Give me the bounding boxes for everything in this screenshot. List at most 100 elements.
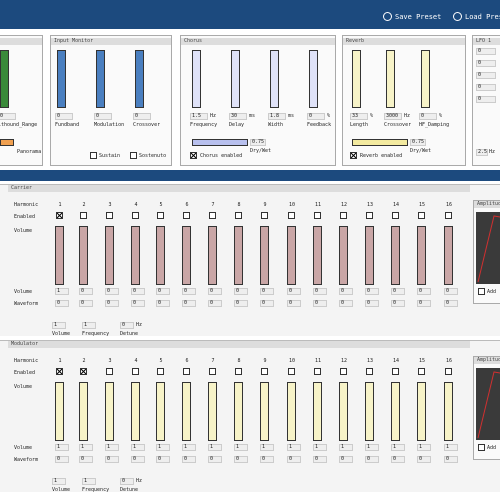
footer-field[interactable]: 0 xyxy=(120,478,134,485)
value-field[interactable]: 0 xyxy=(307,113,325,120)
waveform-field[interactable]: 0 xyxy=(287,456,301,463)
waveform-field[interactable]: 0 xyxy=(391,456,405,463)
enabled-box[interactable] xyxy=(366,212,373,219)
waveform-field[interactable]: 0 xyxy=(417,300,431,307)
toggle[interactable] xyxy=(190,152,197,159)
add-checkbox[interactable] xyxy=(478,288,485,295)
enabled-box[interactable] xyxy=(366,368,373,375)
enabled-box[interactable] xyxy=(209,368,216,375)
enabled-box[interactable] xyxy=(209,212,216,219)
volume-field[interactable]: 1 xyxy=(208,444,222,451)
enabled-box[interactable] xyxy=(235,212,242,219)
volume-field[interactable]: 0 xyxy=(234,288,248,295)
volume-field[interactable]: 1 xyxy=(55,444,69,451)
volume-slider[interactable] xyxy=(55,382,64,441)
value-field[interactable]: 1.8 xyxy=(268,113,286,120)
volume-slider[interactable] xyxy=(287,226,296,285)
enabled-box[interactable] xyxy=(56,212,63,219)
volume-slider[interactable] xyxy=(55,226,64,285)
volume-field[interactable]: 1 xyxy=(131,444,145,451)
volume-slider[interactable] xyxy=(234,382,243,441)
enabled-box[interactable] xyxy=(106,212,113,219)
slider[interactable] xyxy=(386,50,395,108)
volume-field[interactable]: 1 xyxy=(260,444,274,451)
waveform-field[interactable]: 0 xyxy=(339,300,353,307)
volume-slider[interactable] xyxy=(313,226,322,285)
volume-field[interactable]: 0 xyxy=(182,288,196,295)
volume-field[interactable]: 0 xyxy=(79,288,93,295)
value-field[interactable]: 3000 xyxy=(384,113,402,120)
waveform-field[interactable]: 0 xyxy=(79,300,93,307)
waveform-field[interactable]: 0 xyxy=(313,300,327,307)
waveform-field[interactable]: 0 xyxy=(417,456,431,463)
volume-slider[interactable] xyxy=(365,226,374,285)
slider[interactable] xyxy=(270,50,279,108)
enabled-box[interactable] xyxy=(106,368,113,375)
lfo-field[interactable]: 0 xyxy=(476,60,496,67)
volume-field[interactable]: 1 xyxy=(313,444,327,451)
slider[interactable] xyxy=(421,50,430,108)
enabled-box[interactable] xyxy=(183,212,190,219)
waveform-field[interactable]: 0 xyxy=(182,300,196,307)
volume-field[interactable]: 0 xyxy=(365,288,379,295)
value-field[interactable]: 0 xyxy=(55,113,73,120)
volume-field[interactable]: 1 xyxy=(55,288,69,295)
volume-field[interactable]: 1 xyxy=(182,444,196,451)
enabled-box[interactable] xyxy=(418,368,425,375)
enabled-box[interactable] xyxy=(340,368,347,375)
volume-slider[interactable] xyxy=(365,382,374,441)
add-label[interactable]: Add xyxy=(487,445,497,451)
volume-field[interactable]: 0 xyxy=(287,288,301,295)
volume-field[interactable]: 0 xyxy=(417,288,431,295)
lfo-field[interactable]: 0 xyxy=(476,48,496,55)
enabled-box[interactable] xyxy=(314,212,321,219)
pan-slider[interactable] xyxy=(0,139,14,146)
volume-field[interactable]: 1 xyxy=(234,444,248,451)
preset-button[interactable]: Save Preset xyxy=(395,13,442,21)
enabled-box[interactable] xyxy=(80,368,87,375)
waveform-field[interactable]: 0 xyxy=(131,456,145,463)
button-icon[interactable] xyxy=(383,12,392,21)
volume-field[interactable]: 0 xyxy=(131,288,145,295)
volume-slider[interactable] xyxy=(260,226,269,285)
waveform-field[interactable]: 0 xyxy=(208,300,222,307)
waveform-field[interactable]: 0 xyxy=(105,456,119,463)
footer-field[interactable]: 1 xyxy=(82,322,96,329)
waveform-field[interactable]: 0 xyxy=(260,300,274,307)
mix-value[interactable]: 0.75 xyxy=(410,139,426,146)
enabled-box[interactable] xyxy=(132,368,139,375)
volume-slider[interactable] xyxy=(182,382,191,441)
volume-slider[interactable] xyxy=(417,382,426,441)
volume-field[interactable]: 0 xyxy=(444,288,458,295)
waveform-field[interactable]: 0 xyxy=(260,456,274,463)
enabled-box[interactable] xyxy=(132,212,139,219)
checkbox[interactable] xyxy=(130,152,137,159)
volume-slider[interactable] xyxy=(260,382,269,441)
volume-slider[interactable] xyxy=(208,382,217,441)
enabled-box[interactable] xyxy=(418,212,425,219)
volume-slider[interactable] xyxy=(156,226,165,285)
mix-slider[interactable] xyxy=(192,139,248,146)
volume-field[interactable]: 0 xyxy=(208,288,222,295)
volume-field[interactable]: 0 xyxy=(156,288,170,295)
slider[interactable] xyxy=(0,50,9,108)
footer-field[interactable]: 1 xyxy=(52,322,66,329)
slider[interactable] xyxy=(192,50,201,108)
volume-slider[interactable] xyxy=(391,382,400,441)
value-field[interactable]: 33 xyxy=(350,113,368,120)
volume-field[interactable]: 1 xyxy=(444,444,458,451)
add-checkbox[interactable] xyxy=(478,444,485,451)
enabled-box[interactable] xyxy=(80,212,87,219)
volume-slider[interactable] xyxy=(417,226,426,285)
volume-field[interactable]: 1 xyxy=(105,444,119,451)
waveform-field[interactable]: 0 xyxy=(79,456,93,463)
enabled-box[interactable] xyxy=(445,212,452,219)
volume-slider[interactable] xyxy=(182,226,191,285)
volume-slider[interactable] xyxy=(79,382,88,441)
waveform-field[interactable]: 0 xyxy=(234,456,248,463)
lfo-field[interactable]: 0 xyxy=(476,84,496,91)
enabled-box[interactable] xyxy=(288,368,295,375)
footer-field[interactable]: 1 xyxy=(82,478,96,485)
volume-field[interactable]: 1 xyxy=(365,444,379,451)
waveform-field[interactable]: 0 xyxy=(444,456,458,463)
